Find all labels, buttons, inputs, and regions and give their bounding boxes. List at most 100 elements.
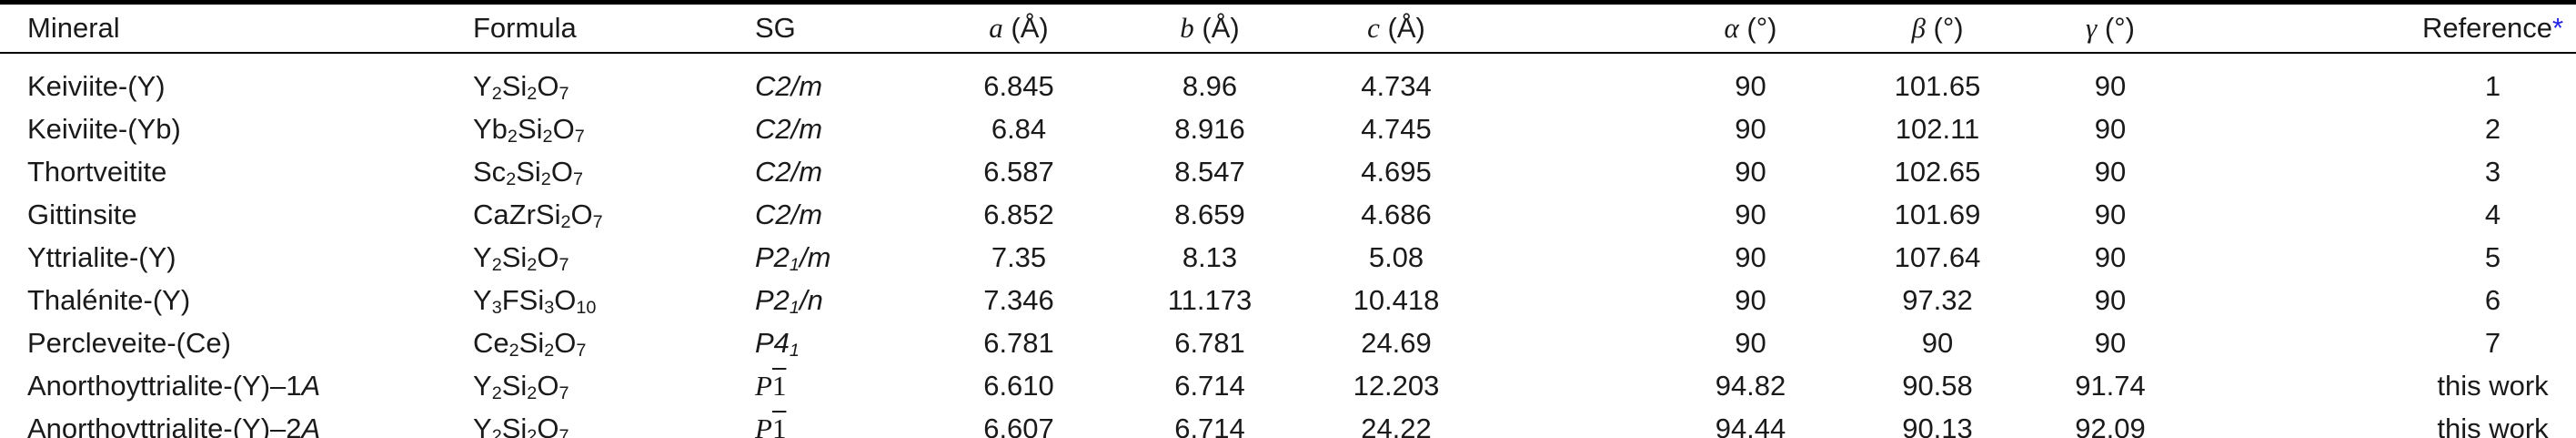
cell-reference: 7 — [2484, 326, 2501, 359]
cell-a: 6.610 — [983, 369, 1054, 402]
cell-mineral: Thortveitite — [27, 155, 167, 188]
col-header-mineral: Mineral — [0, 2, 446, 54]
cell-formula: Y2Si2O7 — [473, 369, 569, 403]
cell-b: 8.96 — [1182, 69, 1238, 102]
cell-b: 8.916 — [1174, 112, 1245, 145]
cell-gamma: 92.09 — [2075, 412, 2146, 438]
cell-mineral: Percleveite-(Ce) — [27, 326, 231, 359]
cell-gamma: 90 — [2094, 283, 2127, 316]
table-row: Anorthoyttrialite-(Y)–1A Y2Si2O7 P1 6.610 6.… — [0, 364, 2576, 407]
cell-gamma: 90 — [2094, 69, 2127, 102]
cell-c: 24.69 — [1361, 326, 1432, 359]
cell-reference: 4 — [2484, 198, 2501, 230]
cell-sg: P41 — [755, 326, 800, 361]
header-unit: (°) — [1933, 12, 1964, 44]
cell-mineral: Keiviite-(Y) — [27, 69, 166, 102]
cell-c: 4.695 — [1361, 155, 1432, 188]
header-unit: (Å) — [1202, 12, 1240, 44]
cell-mineral: Keiviite-(Yb) — [27, 112, 181, 145]
cell-c: 10.418 — [1353, 283, 1440, 316]
header-symbol: b — [1180, 12, 1194, 44]
cell-beta: 90.58 — [1902, 369, 1973, 402]
cell-beta: 107.64 — [1894, 240, 1981, 273]
cell-formula: CaZrSi2O7 — [473, 198, 603, 232]
cell-b: 6.781 — [1174, 326, 1245, 359]
table-row: Yttrialite-(Y) Y2Si2O7 P21/m 7.35 8.13 5.08 90… — [0, 236, 2576, 279]
header-unit: (Å) — [1387, 12, 1425, 44]
cell-formula: Yb2Si2O7 — [473, 112, 585, 147]
cell-gamma: 90 — [2094, 240, 2127, 273]
table-row: Keiviite-(Y) Y2Si2O7 C2/m 6.845 8.96 4.734 90 1… — [0, 53, 2576, 107]
cell-sg: C2/m — [755, 69, 823, 102]
table-row: Anorthoyttrialite-(Y)–2A Y2Si2O7 P1 6.607 6.… — [0, 407, 2576, 438]
header-symbol: a — [989, 12, 1003, 44]
header-row: Mineral Formula SG a (Å) b (Å) c (Å) α (°) β (°… — [0, 2, 2576, 54]
table-body: Keiviite-(Y) Y2Si2O7 C2/m 6.845 8.96 4.734 90 1… — [0, 53, 2576, 438]
col-header-sg: SG — [728, 2, 901, 54]
cell-sg: P21/m — [755, 240, 831, 275]
cell-mineral: Gittinsite — [27, 198, 137, 230]
cell-formula: Y2Si2O7 — [473, 240, 569, 275]
cell-formula: Ce2Si2O7 — [473, 326, 587, 361]
cell-sg: P1 — [755, 412, 787, 438]
col-header-c: c (Å) — [1283, 2, 1510, 54]
cell-c: 4.686 — [1361, 198, 1432, 230]
cell-alpha: 94.44 — [1715, 412, 1786, 438]
cell-c: 24.22 — [1361, 412, 1432, 438]
cell-formula: Y3FSi3O10 — [473, 283, 597, 318]
cell-mineral: Thalénite-(Y) — [27, 283, 191, 316]
cell-reference: 1 — [2484, 69, 2501, 102]
cell-b: 8.547 — [1174, 155, 1245, 188]
col-header-a: a (Å) — [901, 2, 1137, 54]
header-unit: (°) — [2104, 12, 2135, 44]
cell-gamma: 91.74 — [2075, 369, 2146, 402]
cell-c: 12.203 — [1353, 369, 1440, 402]
cell-reference: 6 — [2484, 283, 2501, 316]
cell-formula: Sc2Si2O7 — [473, 155, 583, 189]
header-unit: (Å) — [1011, 12, 1049, 44]
cell-mineral: Anorthoyttrialite-(Y)–1A — [27, 369, 321, 402]
cell-c: 4.745 — [1361, 112, 1432, 145]
cell-beta: 101.65 — [1894, 69, 1981, 102]
cell-reference: 2 — [2484, 112, 2501, 145]
cell-c: 4.734 — [1361, 69, 1432, 102]
col-header-alpha: α (°) — [1510, 2, 1883, 54]
cell-a: 6.607 — [983, 412, 1054, 438]
cell-beta: 90 — [1921, 326, 1954, 359]
cell-a: 6.845 — [983, 69, 1054, 102]
table-header: Mineral Formula SG a (Å) b (Å) c (Å) α (°) β (°… — [0, 2, 2576, 54]
col-header-b: b (Å) — [1137, 2, 1283, 54]
cell-a: 7.346 — [983, 283, 1054, 316]
cell-reference: 5 — [2484, 240, 2501, 273]
header-symbol: γ — [2086, 12, 2098, 44]
cell-sg: C2/m — [755, 155, 823, 188]
cell-b: 8.659 — [1174, 198, 1245, 230]
cell-b: 6.714 — [1174, 412, 1245, 438]
table-row: Thortveitite Sc2Si2O7 C2/m 6.587 8.547 4.695 9… — [0, 150, 2576, 193]
cell-b: 11.173 — [1167, 283, 1253, 316]
cell-mineral: Yttrialite-(Y) — [27, 240, 176, 273]
cell-alpha: 90 — [1735, 326, 1766, 359]
cell-gamma: 90 — [2094, 112, 2127, 145]
header-symbol: α — [1724, 12, 1739, 44]
cell-a: 6.781 — [983, 326, 1054, 359]
cell-c: 5.08 — [1368, 240, 1424, 273]
cell-beta: 97.32 — [1902, 283, 1973, 316]
cell-formula: Y2Si2O7 — [473, 69, 569, 104]
cell-sg: P1 — [755, 369, 787, 402]
cell-a: 6.587 — [983, 155, 1054, 188]
cell-alpha: 90 — [1735, 198, 1766, 230]
cell-reference: this work — [2437, 369, 2549, 402]
cell-b: 8.13 — [1182, 240, 1238, 273]
cell-sg: C2/m — [755, 112, 823, 145]
cell-sg: P21/n — [755, 283, 823, 318]
header-unit: (°) — [1746, 12, 1777, 44]
header-symbol: β — [1911, 12, 1926, 44]
cell-a: 7.35 — [991, 240, 1047, 273]
cell-alpha: 90 — [1735, 69, 1766, 102]
cell-a: 6.84 — [991, 112, 1047, 145]
cell-gamma: 90 — [2094, 326, 2127, 359]
cell-beta: 90.13 — [1902, 412, 1973, 438]
